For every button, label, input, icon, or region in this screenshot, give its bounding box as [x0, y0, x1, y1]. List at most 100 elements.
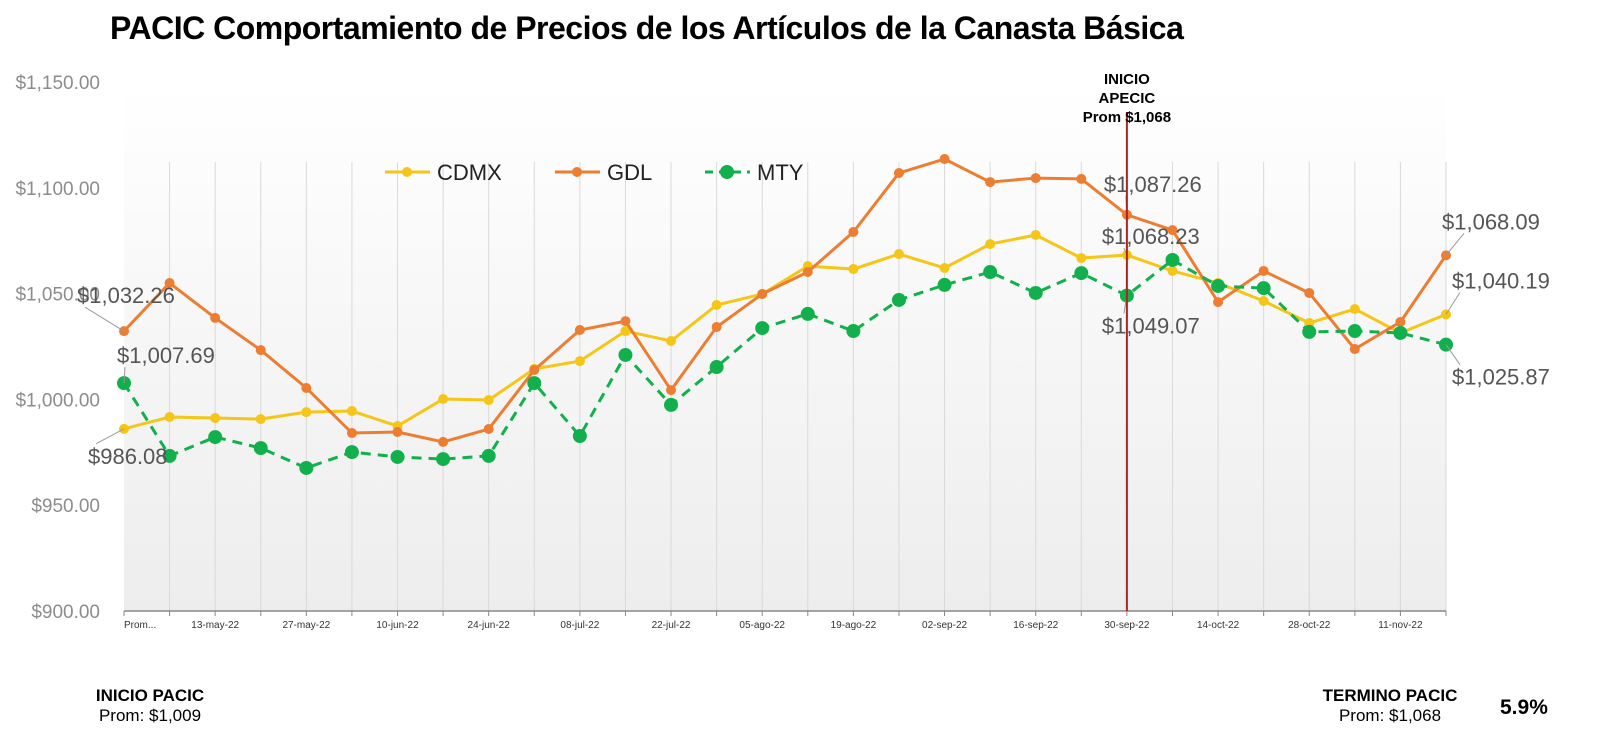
mty-point — [846, 324, 861, 339]
gdl-point — [711, 322, 722, 333]
chart-title: PACIC Comportamiento de Precios de los A… — [110, 10, 1184, 46]
x-tick-label: 16-sep-22 — [1013, 620, 1058, 631]
gdl-line — [122, 157, 1448, 444]
mty-line — [122, 258, 1447, 470]
gdl-point — [210, 312, 221, 323]
legend-mty-label: MTY — [757, 160, 804, 185]
x-tick-label: 14-oct-22 — [1197, 620, 1240, 631]
data-label-leader — [1445, 344, 1461, 365]
data-label-leader — [1445, 233, 1465, 256]
data-label: $1,032.26 — [77, 283, 175, 308]
cdmx-point — [1076, 253, 1087, 264]
legend-gdl-label: GDL — [607, 160, 652, 185]
y-tick-label: $900.00 — [31, 602, 100, 623]
x-tick-label: 22-jul-22 — [652, 620, 691, 631]
cdmx-point — [985, 239, 996, 250]
mty-point — [208, 430, 223, 445]
apecic-start-label: APECIC — [1099, 90, 1156, 107]
data-label: $1,040.19 — [1452, 268, 1550, 293]
mty-point — [390, 449, 405, 464]
gdl-point — [1030, 173, 1041, 184]
gdl-point — [802, 267, 813, 278]
y-tick-label: $1,100.00 — [15, 179, 100, 200]
data-label-leader — [123, 367, 126, 384]
gdl-point — [893, 167, 904, 178]
mty-point — [891, 292, 906, 307]
mty-point — [1165, 252, 1180, 267]
cdmx-point — [346, 406, 357, 417]
cdmx-point — [574, 356, 585, 367]
end-summary: TERMINO PACIC Prom: $1,068 — [1310, 686, 1470, 726]
cdmx-point — [483, 395, 494, 406]
legend-cdmx-marker — [402, 167, 412, 177]
start-summary: INICIO PACIC Prom: $1,009 — [70, 686, 230, 726]
x-tick-label: 27-may-22 — [282, 620, 330, 631]
mty-point — [618, 347, 633, 362]
gdl-point — [392, 426, 403, 437]
data-label: $986.08 — [88, 444, 168, 469]
gdl-point — [346, 428, 357, 439]
mty-point — [1211, 278, 1226, 293]
end-average: Prom: $1,068 — [1338, 706, 1442, 725]
legend-cdmx-label: CDMX — [437, 160, 502, 185]
cdmx-point — [301, 407, 312, 418]
mty-point — [1347, 324, 1362, 339]
start-title: INICIO PACIC — [95, 686, 205, 705]
mty-point — [1028, 285, 1043, 300]
gdl-point — [255, 345, 266, 356]
mty-point — [709, 360, 724, 375]
x-tick-label: 02-sep-22 — [922, 620, 967, 631]
x-tick-label: 08-jul-22 — [560, 620, 599, 631]
x-tick-label: 28-oct-22 — [1288, 620, 1331, 631]
gdl-point — [483, 424, 494, 435]
data-label: $1,087.26 — [1104, 172, 1202, 197]
cdmx-point — [666, 335, 677, 346]
mty-point — [1256, 281, 1271, 296]
gdl-point — [164, 278, 175, 289]
plot-area — [124, 82, 1446, 611]
gdl-point — [666, 385, 677, 396]
data-label-leader — [95, 428, 125, 445]
x-tick-label: 10-jun-22 — [376, 620, 419, 631]
gdl-point — [529, 364, 540, 375]
cdmx-point — [438, 393, 449, 404]
cdmx-point — [1349, 304, 1360, 315]
mty-point — [253, 441, 268, 456]
mty-point — [983, 265, 998, 280]
y-tick-label: $1,000.00 — [15, 390, 100, 411]
mty-point — [436, 452, 451, 467]
data-label-leader — [1445, 292, 1461, 315]
gdl-point — [301, 382, 312, 393]
y-tick-label: $1,050.00 — [15, 285, 100, 306]
end-title: TERMINO PACIC — [1322, 686, 1458, 705]
x-tick-label: Prom... — [124, 620, 156, 631]
mty-point — [572, 429, 587, 444]
data-label-leader — [84, 306, 125, 332]
cdmx-point — [1167, 265, 1178, 276]
mty-point — [800, 306, 815, 321]
gdl-point — [1076, 173, 1087, 184]
gdl-point — [1213, 297, 1224, 308]
apecic-start-label: Prom $1,068 — [1083, 109, 1171, 126]
data-label: $1,049.07 — [1102, 314, 1200, 339]
mty-point — [299, 460, 314, 475]
gdl-point — [574, 324, 585, 335]
x-tick-label: 19-ago-22 — [831, 620, 877, 631]
y-tick-label: $1,150.00 — [15, 73, 100, 94]
x-tick-label: 11-nov-22 — [1378, 620, 1423, 631]
cdmx-point — [939, 262, 950, 273]
x-tick-label: 30-sep-22 — [1104, 620, 1149, 631]
cdmx-point — [711, 300, 722, 311]
data-label: $1,068.09 — [1442, 209, 1540, 234]
gdl-point — [1167, 225, 1178, 236]
gdl-point — [939, 154, 950, 165]
mty-point — [937, 277, 952, 292]
legend-gdl-marker — [572, 167, 582, 177]
mty-point — [664, 397, 679, 412]
cdmx-point — [620, 326, 631, 337]
gdl-point — [985, 177, 996, 188]
gdl-point — [757, 289, 768, 300]
legend-mty-marker — [720, 165, 734, 179]
mty-point — [1393, 325, 1408, 340]
